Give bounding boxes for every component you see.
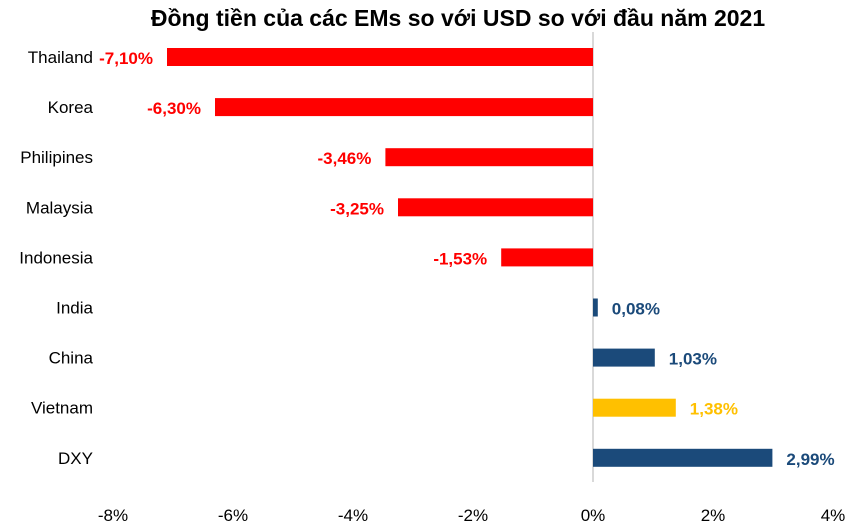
category-label: Indonesia — [19, 248, 93, 267]
bar — [385, 148, 593, 167]
bar — [593, 298, 598, 317]
category-label: Malaysia — [26, 198, 94, 217]
data-label: 0,08% — [612, 300, 660, 319]
bar — [593, 448, 773, 467]
data-label: -3,25% — [330, 199, 384, 218]
category-label: Thailand — [28, 48, 93, 67]
x-tick-label: -8% — [98, 506, 128, 525]
chart-title: Đồng tiền của các EMs so với USD so với … — [151, 5, 765, 31]
data-label: -7,10% — [99, 49, 153, 68]
category-label: Vietnam — [31, 399, 93, 418]
data-label: -6,30% — [147, 99, 201, 118]
x-tick-label: 4% — [821, 506, 846, 525]
bar — [167, 48, 593, 66]
data-label: 2,99% — [786, 450, 834, 469]
x-tick-label: -4% — [338, 506, 368, 525]
x-tick-label: -6% — [218, 506, 248, 525]
category-label: China — [49, 349, 94, 368]
bar — [593, 348, 655, 367]
data-label: 1,38% — [690, 400, 738, 419]
category-label: DXY — [58, 449, 93, 468]
data-label: -3,46% — [318, 149, 372, 168]
data-label: -1,53% — [433, 249, 487, 268]
bar — [501, 248, 593, 267]
bar — [593, 398, 676, 417]
bar — [215, 98, 593, 117]
x-tick-label: 0% — [581, 506, 606, 525]
x-tick-label: 2% — [701, 506, 726, 525]
category-label: Korea — [48, 98, 94, 117]
x-tick-label: -2% — [458, 506, 488, 525]
category-label: Philipines — [20, 148, 93, 167]
category-label: India — [56, 299, 93, 318]
bar — [398, 198, 593, 217]
data-label: 1,03% — [669, 350, 717, 369]
